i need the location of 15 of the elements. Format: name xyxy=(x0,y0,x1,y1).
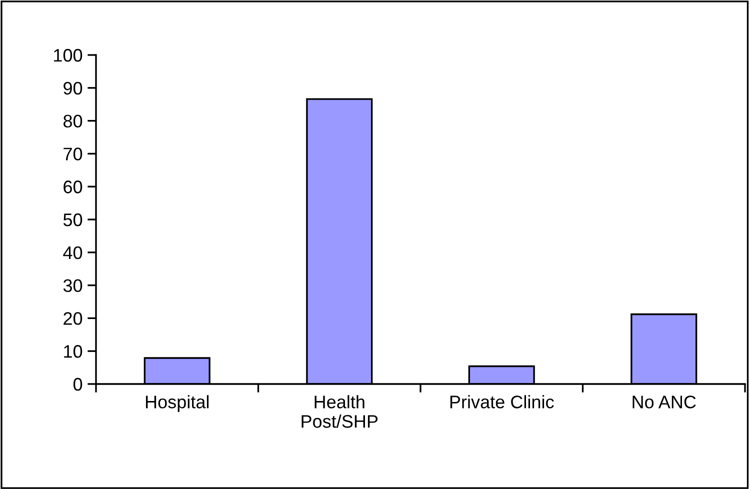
x-tick-label: Health Post/SHP xyxy=(302,395,378,428)
y-tick-label: 50 xyxy=(63,213,82,226)
y-tick-label: 40 xyxy=(63,246,82,260)
y-tick-label: 30 xyxy=(63,279,82,292)
y-tick-label: 60 xyxy=(64,180,82,194)
x-tick-label: No ANC xyxy=(632,396,696,408)
y-tick-label: 90 xyxy=(64,82,82,95)
y-tick-label: 20 xyxy=(64,312,82,325)
y-tick-label: 100 xyxy=(54,48,82,62)
y-tick-label: 70 xyxy=(64,148,82,160)
y-tick-label: 80 xyxy=(64,114,82,128)
x-tick-label: Hospital xyxy=(146,395,209,412)
y-tick-label: 0 xyxy=(73,378,82,391)
y-tick-label: 10 xyxy=(64,345,82,358)
x-tick-label: Private Clinic xyxy=(450,395,554,408)
